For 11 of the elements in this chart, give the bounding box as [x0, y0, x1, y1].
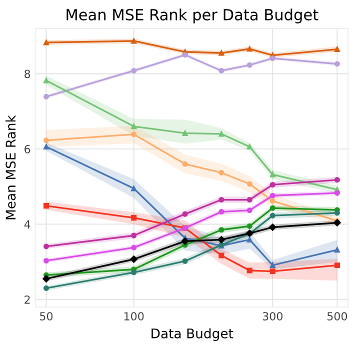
chart-title: Mean MSE Rank per Data Budget [66, 8, 318, 24]
x-tick-label: 300 [262, 312, 283, 320]
x-axis-title: Data Budget [152, 328, 234, 341]
y-tick-label: 6 [24, 144, 30, 154]
y-tick-label: 8 [24, 70, 30, 78]
x-tick-label: 100 [124, 312, 144, 320]
x-tick-label: 50 [40, 312, 53, 320]
y-tick-label: 4 [24, 220, 30, 228]
y-tick-label: 2 [24, 295, 30, 304]
y-axis-title: Mean MSE Rank [5, 115, 16, 220]
x-tick-label: 500 [327, 312, 348, 320]
